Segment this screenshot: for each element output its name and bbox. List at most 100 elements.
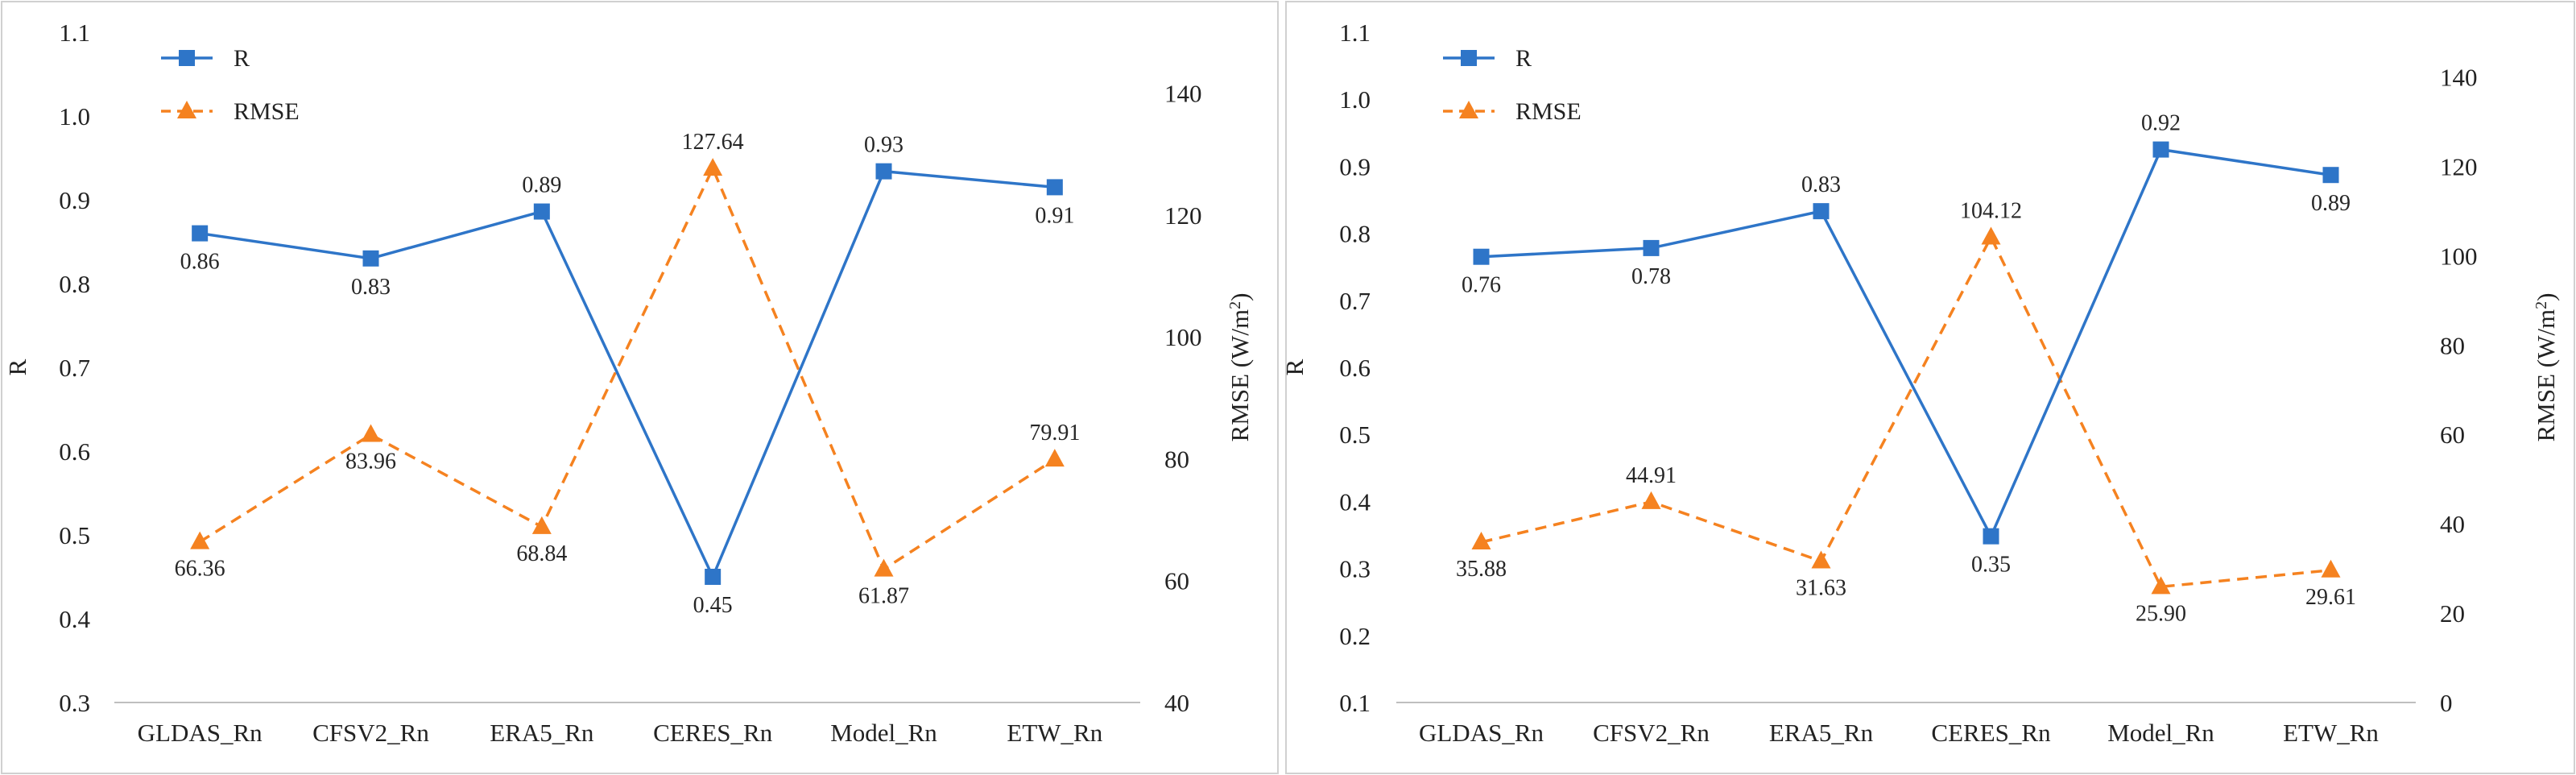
y-axis-title: R (3, 358, 31, 375)
x-tick-label: CERES_Rn (653, 719, 773, 747)
y-tick-label: 0.7 (59, 354, 90, 382)
r-data-label: 0.83 (351, 275, 391, 300)
y-tick-label: 0.3 (1339, 555, 1371, 583)
rmse-data-label: 104.12 (1960, 198, 2022, 223)
r-data-label: 0.78 (1631, 264, 1671, 289)
y-tick-label: 0.1 (1339, 689, 1371, 717)
y2-tick-label: 80 (2440, 331, 2465, 359)
y2-tick-label: 40 (2440, 510, 2465, 538)
rmse-point (1981, 226, 2001, 245)
legend-r-marker (179, 50, 195, 66)
x-tick-label: Model_Rn (2107, 719, 2214, 747)
rmse-data-label: 35.88 (1456, 557, 1507, 582)
rmse-point (703, 158, 723, 176)
y-tick-label: 0.9 (59, 186, 90, 214)
r-series-line (199, 169, 1055, 581)
x-tick-label: ETW_Rn (1007, 719, 1102, 747)
chart-panel-2: 0.1 0.2 0.3 0.4 0.5 0.6 0.7 0.8 0.9 1.0 1.1 0 20 40 60… (1280, 1, 2575, 774)
r-point (1983, 528, 1999, 545)
r-data-label: 0.89 (2311, 191, 2351, 216)
x-tick-label: Model_Rn (830, 719, 937, 747)
r-point (2152, 141, 2169, 158)
y-tick-label: 0.7 (1339, 287, 1371, 315)
rmse-point (1471, 531, 1491, 549)
r-point (192, 225, 209, 242)
r-point (875, 163, 892, 180)
x-tick-label: CFSV2_Rn (1593, 719, 1710, 747)
rmse-data-label: 83.96 (345, 450, 396, 475)
y-tick-label: 0.9 (1339, 152, 1371, 180)
r-point (1046, 179, 1063, 196)
r-data-label: 0.86 (180, 250, 220, 275)
r-data-label: 0.76 (1462, 273, 1501, 298)
y2-tick-label: 60 (1164, 567, 1189, 595)
legend-rmse-marker (177, 101, 196, 118)
panel-frame (1, 1, 1279, 774)
r-data-label: 0.93 (864, 133, 903, 158)
rmse-data-label: 31.63 (1796, 576, 1846, 601)
legend-r-marker (1461, 50, 1477, 66)
r-data-label: 0.45 (693, 593, 733, 618)
x-tick-label: ETW_Rn (2283, 719, 2379, 747)
y-tick-label: 0.8 (1339, 220, 1371, 248)
y-tick-label: 0.4 (1339, 487, 1371, 516)
y-tick-label: 0.3 (59, 689, 90, 717)
panel-frame (1285, 1, 2575, 774)
y-tick-label: 0.2 (1339, 622, 1371, 650)
r-point (1813, 203, 1830, 220)
y2-tick-label: 100 (1164, 323, 1202, 351)
r-point (2322, 167, 2339, 184)
rmse-data-label: 66.36 (175, 557, 225, 582)
r-point (1473, 248, 1490, 265)
rmse-point (190, 531, 210, 549)
r-point (705, 569, 722, 585)
r-point (533, 203, 550, 220)
rmse-series-line (1481, 234, 2331, 589)
x-tick-label: GLDAS_Rn (138, 719, 263, 747)
legend-rmse-label: RMSE (1515, 98, 1582, 125)
legend: R RMSE (1443, 45, 1582, 125)
r-data-label: 0.91 (1035, 203, 1074, 228)
y2-tick-label: 140 (1164, 80, 1202, 108)
y2-tick-label: 140 (2440, 63, 2478, 91)
rmse-series-line (199, 164, 1056, 572)
legend-rmse-label: RMSE (234, 98, 300, 125)
y2-tick-label: 100 (2440, 242, 2478, 270)
y2-tick-label: 40 (1164, 689, 1189, 717)
y-tick-label: 0.5 (1339, 421, 1371, 449)
r-data-label: 0.35 (1971, 553, 2011, 578)
rmse-data-label: 127.64 (682, 130, 744, 155)
chart-panel-1: 0.3 0.4 0.5 0.6 0.7 0.8 0.9 1.0 1.1 40 60 80 100 120 1… (1, 1, 1279, 774)
r-point (1643, 239, 1660, 256)
rmse-data-label: 79.91 (1029, 421, 1080, 446)
legend: R RMSE (161, 45, 300, 125)
y-tick-label: 0.5 (59, 521, 90, 549)
legend-r-label: R (1515, 45, 1532, 72)
y2-tick-label: 20 (2440, 599, 2465, 628)
rmse-data-label: 29.61 (2305, 585, 2356, 610)
y-axis-title: R (1280, 358, 1309, 375)
x-tick-label: CFSV2_Rn (312, 719, 429, 747)
y2-tick-label: 80 (1164, 445, 1189, 473)
rmse-point (874, 558, 894, 577)
y2-tick-label: 120 (1164, 201, 1202, 230)
y-tick-label: 1.0 (1339, 85, 1371, 114)
rmse-data-label: 68.84 (516, 541, 567, 566)
y2-tick-label: 120 (2440, 152, 2478, 180)
r-data-label: 0.92 (2141, 111, 2181, 136)
y-tick-label: 0.6 (1339, 354, 1371, 382)
rmse-point (1811, 550, 1831, 569)
y2-axis-title: RMSE (W/m2) (2532, 293, 2560, 442)
y2-tick-label: 0 (2440, 689, 2453, 717)
rmse-point (361, 424, 381, 442)
rmse-point (1641, 491, 1661, 509)
r-series-line (1481, 147, 2331, 540)
legend-r-label: R (234, 45, 250, 72)
rmse-point (2321, 559, 2341, 578)
y-tick-label: 1.1 (1339, 19, 1371, 47)
y-tick-label: 0.4 (59, 605, 90, 633)
y-tick-label: 0.8 (59, 270, 90, 298)
y-tick-label: 0.6 (59, 437, 90, 466)
